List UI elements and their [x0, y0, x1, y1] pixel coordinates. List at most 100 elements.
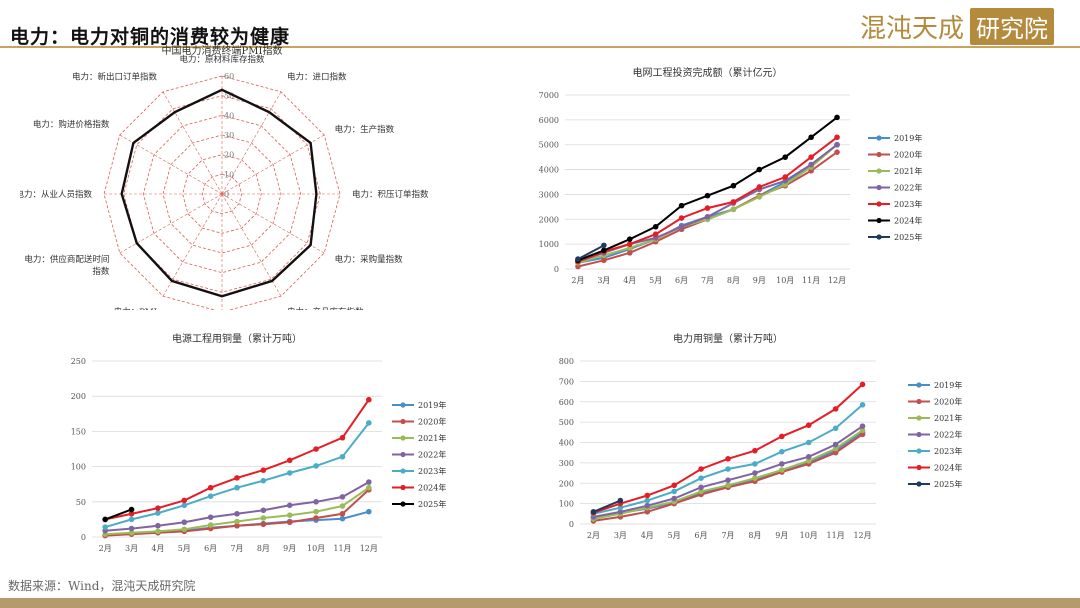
x-tick-label: 4月: [641, 531, 654, 540]
data-point: [128, 506, 135, 513]
data-point: [366, 484, 372, 491]
legend-marker: [400, 451, 406, 458]
data-point: [671, 488, 677, 495]
y-tick-label: 2000: [539, 215, 559, 224]
legend-marker: [876, 135, 882, 141]
data-point: [832, 449, 839, 456]
radar-category-label: 电力：新出口订单指数: [72, 71, 158, 82]
radar-category-label: 电力：从业人员指数: [20, 189, 92, 200]
data-point: [805, 422, 812, 428]
data-point: [260, 521, 267, 528]
y-tick-label: 5000: [539, 141, 559, 150]
legend-marker: [916, 448, 922, 454]
radar-tick-label: 40: [224, 111, 234, 120]
legend-label: 2023年: [894, 199, 922, 209]
y-tick-label: 700: [559, 377, 574, 386]
data-point: [678, 215, 685, 221]
data-point: [286, 457, 293, 464]
data-point: [313, 463, 319, 469]
x-tick-label: 11月: [333, 544, 351, 553]
data-point: [704, 192, 711, 199]
radar-title: 中国电力消费终端PMI指数: [162, 44, 283, 57]
data-point: [339, 434, 346, 441]
radar-grid-ring: [103, 75, 341, 310]
data-point: [601, 247, 607, 254]
radar-category-label: 电力：PMI: [114, 307, 157, 310]
legend-marker: [400, 418, 406, 425]
legend-marker: [876, 151, 882, 158]
legend-marker: [400, 484, 406, 491]
radar-category-label: 电力：积压订单指数: [352, 189, 429, 200]
x-tick-label: 2月: [587, 531, 600, 540]
legend-marker: [876, 168, 882, 174]
y-tick-label: 300: [559, 459, 574, 468]
legend-label: 2023年: [934, 446, 962, 456]
x-tick-label: 7月: [701, 276, 714, 285]
data-point: [698, 488, 704, 495]
data-point: [366, 508, 372, 515]
company-logo: 混沌天成 研究院: [860, 8, 1054, 45]
legend-marker: [876, 234, 882, 240]
data-point: [626, 250, 633, 256]
data-point: [286, 502, 293, 509]
y-tick-label: 600: [559, 398, 574, 407]
x-tick-label: 9月: [753, 276, 766, 285]
x-tick-label: 6月: [695, 531, 708, 540]
data-point: [779, 461, 785, 467]
legend-marker: [400, 501, 406, 507]
data-point: [181, 519, 188, 526]
legend-label: 2024年: [934, 463, 962, 473]
data-point: [678, 223, 685, 230]
legend-label: 2020年: [418, 417, 446, 427]
data-point: [756, 166, 763, 173]
data-point: [155, 522, 161, 529]
data-point: [339, 515, 346, 522]
radar-category-label: 电力：原材料库存指数: [179, 54, 265, 65]
series-line: [593, 499, 621, 513]
legend-marker: [916, 398, 922, 405]
data-point: [617, 504, 624, 511]
legend-label: 2019年: [934, 380, 962, 390]
data-point: [752, 475, 758, 481]
legend-marker: [876, 201, 882, 207]
power-copper-chart: 电力用铜量（累计万吨） 0 100 200 300 400 500 600 700 800 2月 3月…: [559, 332, 963, 540]
data-point: [808, 154, 814, 160]
data-point: [234, 475, 240, 481]
data-point: [339, 510, 346, 517]
radar-tick-label: 50: [224, 92, 234, 101]
radar-category-label: 电力：购进价格指数: [33, 119, 110, 130]
legend-marker: [916, 464, 922, 471]
data-point: [155, 505, 161, 511]
logo-box-text: 研究院: [970, 8, 1054, 45]
data-point: [652, 223, 659, 230]
legend-marker: [400, 468, 406, 474]
data-point: [234, 518, 240, 525]
chart-title: 电源工程用铜量（累计万吨）: [172, 332, 302, 345]
x-tick-label: 7月: [230, 544, 243, 553]
data-point: [366, 396, 372, 403]
data-point: [834, 149, 840, 155]
data-point: [730, 182, 737, 189]
data-point: [155, 528, 161, 535]
y-tick-label: 50: [76, 498, 86, 507]
radar-spoke: [119, 193, 223, 254]
series-line: [577, 116, 838, 262]
data-point: [339, 494, 346, 500]
data-point: [207, 522, 214, 528]
y-tick-label: 500: [559, 418, 574, 427]
data-point: [698, 484, 704, 491]
legend-label: 2019年: [418, 400, 446, 410]
radar-tick-label: 0: [224, 190, 229, 199]
radar-category-label: 电力：采购量指数: [335, 254, 404, 265]
legend-marker: [876, 217, 882, 224]
data-point: [834, 141, 840, 148]
data-point: [207, 493, 214, 499]
x-tick-label: 10月: [800, 531, 818, 540]
radar-category-label: 电力：生产指数: [335, 124, 395, 135]
legend-label: 2021年: [934, 413, 962, 423]
legend-marker: [916, 431, 922, 438]
data-point: [805, 453, 812, 460]
data-point: [644, 508, 651, 515]
data-point: [671, 495, 677, 502]
radar-grid-ring: [142, 114, 302, 274]
